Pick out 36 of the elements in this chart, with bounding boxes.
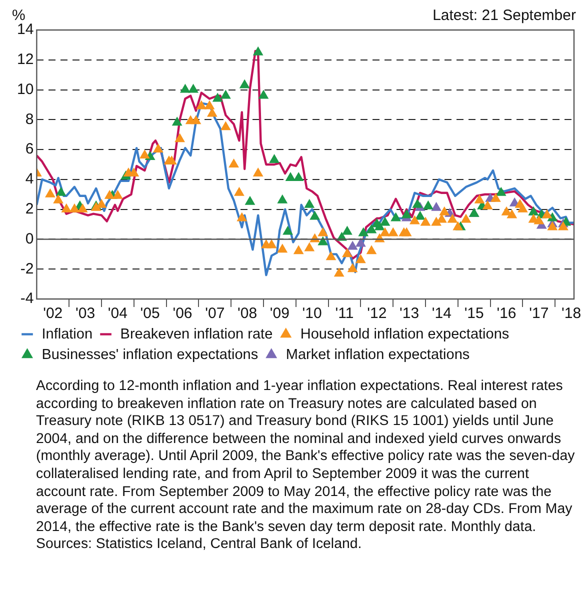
y-tick-label: 4 xyxy=(25,170,34,188)
x-tick-label: '03 xyxy=(76,305,96,322)
y-tick-label: 12 xyxy=(16,51,34,68)
x-tick-label: '05 xyxy=(140,305,160,322)
y-tick-label: -4 xyxy=(20,290,34,308)
text: According to 12-month inflation and 1-year inflation expectations. Real interest rates according to breakeven inflation rate on Treasury notes are calculated based on Treasury note (RIKB 13 0517) and Treasury bond (RIKS 15 1001) yields until June 2004, and on the difference between the nominal and indexed yield curves onwards (monthly average). Until April 2009, the Bank's effective policy rate was the seven-day collateralised lending rate, and from April to September 2009 it was the current account rate. From September 2009 to May 2014, the effective policy rate was the average of the current account rate and the maximum rate on 28-day CDs. From May 2014, the effective rate is the Bank's seven day term deposit rate. Monthly data. xyxy=(36,378,575,535)
x-tick-label: '12 xyxy=(367,305,387,322)
y-axis-title: % xyxy=(12,7,26,24)
y-tick-label: 10 xyxy=(16,80,34,98)
legend-label: Businesses' inflation expectations xyxy=(42,346,258,363)
legend-label: Household inflation expectations xyxy=(300,326,510,342)
x-tick-label: '16 xyxy=(496,305,516,322)
x-tick-label: '04 xyxy=(108,305,128,322)
y-tick-label: 0 xyxy=(25,230,34,248)
x-tick-label: '10 xyxy=(302,305,322,322)
y-tick-label: -2 xyxy=(20,260,34,278)
y-tick-label: 6 xyxy=(25,140,34,158)
x-tick-label: '11 xyxy=(335,305,354,322)
x-tick-label: '14 xyxy=(432,305,452,322)
y-tick-label: 14 xyxy=(16,21,34,38)
chart-subtitle: Latest: 21 September xyxy=(432,7,576,24)
y-tick-label: 8 xyxy=(25,110,34,128)
x-tick-label: '02 xyxy=(43,305,63,322)
legend-label: Inflation xyxy=(42,326,93,342)
x-tick-label: '18 xyxy=(562,305,582,322)
legend-label: Breakeven inflation rate xyxy=(120,326,273,342)
x-tick-label: '07 xyxy=(205,305,225,322)
x-tick-label: '08 xyxy=(238,305,258,322)
x-tick-label: '09 xyxy=(270,305,290,322)
x-tick-label: '13 xyxy=(400,305,420,322)
y-tick-label: 2 xyxy=(25,200,34,218)
x-tick-label: '15 xyxy=(464,305,484,322)
legend-label: Market inflation expectations xyxy=(286,346,470,363)
x-tick-label: '17 xyxy=(529,305,549,322)
x-tick-label: '06 xyxy=(172,305,192,322)
source-note: Sources: Statistics Iceland, Central Bank of Iceland. xyxy=(36,536,363,554)
